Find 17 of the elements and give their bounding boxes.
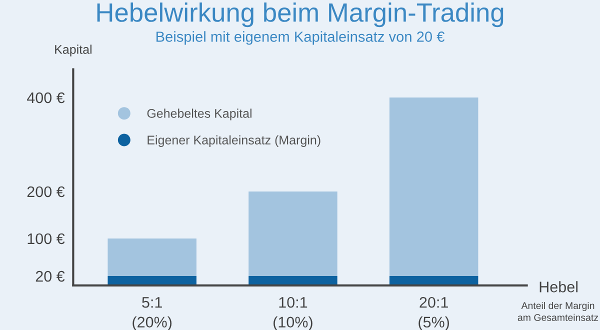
chart-subtitle: Beispiel mit eigenem Kapitaleinsatz von 20 € bbox=[156, 31, 445, 45]
bar bbox=[108, 276, 196, 286]
bar bbox=[389, 276, 478, 286]
bar bbox=[248, 276, 338, 286]
bar bbox=[108, 238, 196, 276]
y-axis-title: Kapital bbox=[55, 44, 92, 56]
y-tick-label: 20 € bbox=[36, 270, 65, 282]
bar bbox=[248, 191, 338, 276]
y-tick-label: 400 € bbox=[26, 92, 65, 104]
legend-label: Eigener Kapitaleinsatz (Margin) bbox=[148, 135, 320, 147]
bar bbox=[389, 97, 478, 276]
legend-label: Gehebeltes Kapital bbox=[147, 108, 252, 120]
text: Anteil der Margin am Gesamteinsatz bbox=[518, 302, 598, 321]
x-axis-title: Hebel bbox=[540, 281, 578, 292]
y-tick-label: 100 € bbox=[28, 233, 65, 244]
chart-title: Hebelwirkung beim Margin-Trading bbox=[97, 2, 504, 28]
y-tick-label: 200 € bbox=[27, 186, 65, 198]
